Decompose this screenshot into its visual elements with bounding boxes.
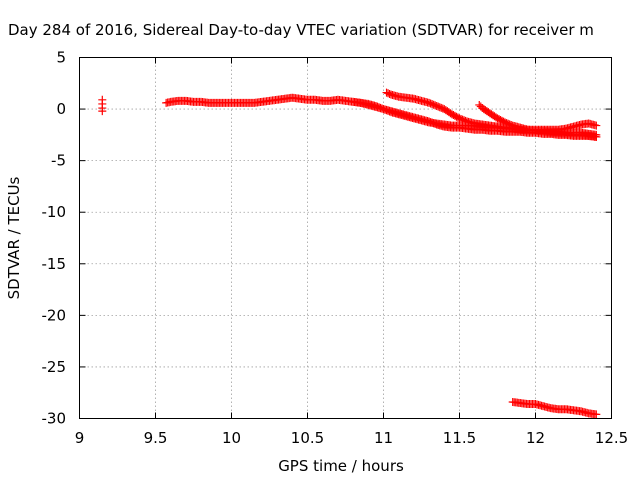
tick-labels: 9 9.5 10 10.5 11 11.5 12 12.5 5 0 -5 -10 -15 -20 -25 -3…	[42, 49, 629, 448]
data-point	[98, 107, 107, 116]
y-tick-label: -25	[42, 358, 67, 376]
x-axis-label: GPS time / hours	[278, 457, 404, 475]
plot-frame	[79, 57, 612, 419]
data-points	[98, 88, 601, 419]
series-track-1	[98, 95, 107, 116]
x-tick-label: 10	[222, 429, 241, 447]
data-point	[592, 121, 601, 130]
x-tick-label: 10.5	[291, 429, 324, 447]
series-track-6	[508, 397, 601, 419]
x-tick-label: 12	[526, 429, 545, 447]
y-tick-label: 5	[56, 49, 66, 67]
x-tick-label: 9.5	[144, 429, 168, 447]
grid	[79, 57, 612, 419]
data-point	[592, 132, 601, 141]
y-axis-label: SDTVAR / TECUs	[5, 176, 23, 299]
y-tick-label: 0	[56, 100, 66, 118]
series-track-5	[475, 100, 601, 134]
y-tick-label: -15	[42, 255, 67, 273]
y-tick-label: -20	[42, 306, 67, 324]
x-tick-label: 11.5	[443, 429, 476, 447]
x-tick-label: 9	[75, 429, 85, 447]
y-tick-label: -5	[51, 152, 66, 170]
y-tick-label: -10	[42, 203, 67, 221]
y-tick-label: -30	[42, 410, 67, 428]
data-point	[592, 410, 601, 419]
x-tick-label: 12.5	[595, 429, 628, 447]
x-tick-label: 11	[374, 429, 393, 447]
chart-title: Day 284 of 2016, Sidereal Day-to-day VTE…	[8, 21, 594, 39]
